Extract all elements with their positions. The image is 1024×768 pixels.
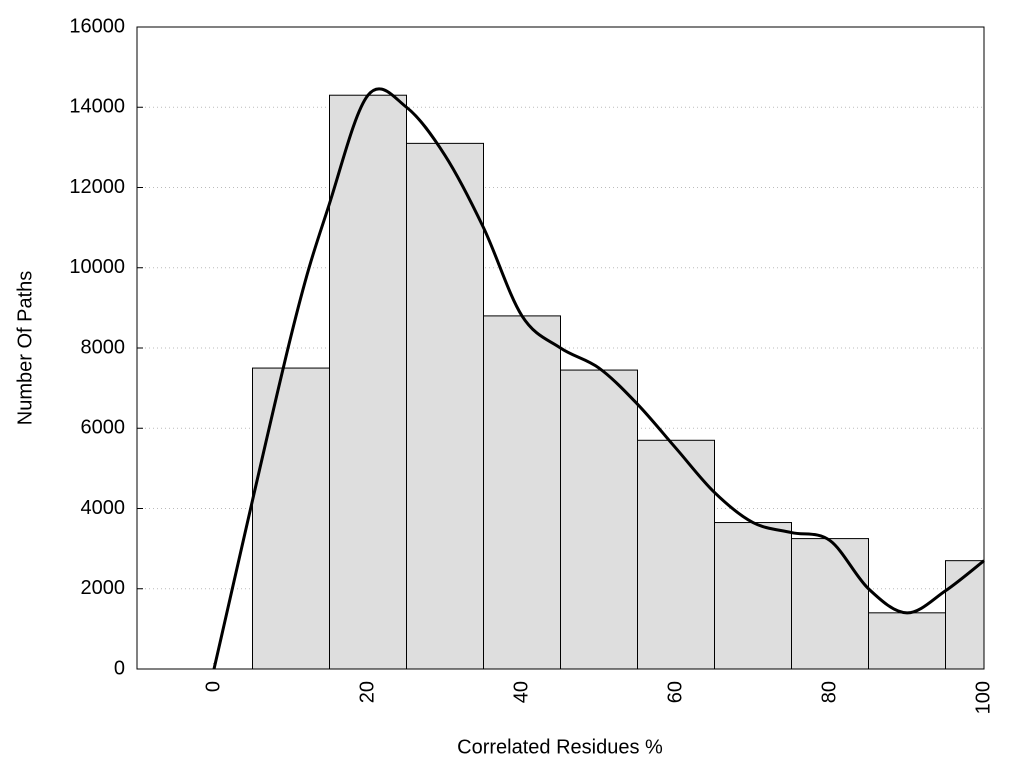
- x-tick-label: 80: [818, 681, 840, 703]
- density-curve: [212, 87, 985, 670]
- y-tick-label: 4000: [81, 497, 126, 519]
- bar: [637, 439, 715, 670]
- x-axis-label: Correlated Residues %: [457, 736, 663, 758]
- bar: [945, 560, 985, 670]
- bar: [560, 369, 638, 670]
- y-tick-label: 12000: [69, 176, 125, 198]
- x-tick-label: 100: [972, 681, 994, 714]
- x-tick-label: 40: [510, 681, 532, 703]
- y-tick-label: 16000: [69, 15, 125, 37]
- bar: [406, 142, 484, 670]
- y-tick-label: 0: [114, 657, 125, 679]
- x-tick-label: 20: [356, 681, 378, 703]
- plot-frame: [136, 26, 985, 670]
- y-tick-label: 10000: [69, 256, 125, 278]
- y-tick-label: 2000: [81, 577, 126, 599]
- y-tick-label: 6000: [81, 417, 126, 439]
- y-tick-label: 8000: [81, 336, 126, 358]
- x-tick-label: 60: [664, 681, 686, 703]
- bar: [791, 538, 869, 670]
- y-axis-label: Number Of Paths: [14, 271, 36, 426]
- bar: [714, 522, 792, 670]
- y-tick-label: 14000: [69, 96, 125, 118]
- x-tick-label: 0: [202, 681, 224, 692]
- bar: [329, 94, 407, 670]
- bar: [868, 612, 946, 670]
- bar: [483, 315, 561, 670]
- bar: [252, 367, 330, 670]
